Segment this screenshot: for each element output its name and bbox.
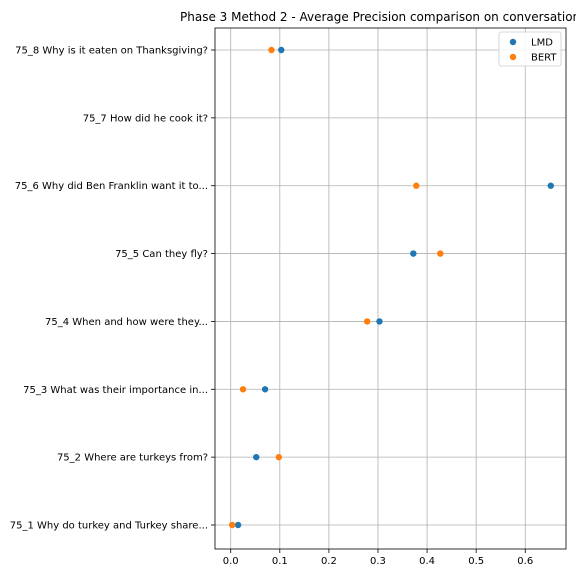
point-bert (275, 453, 283, 461)
legend-marker-bert (509, 53, 517, 61)
point-lmd (376, 318, 383, 325)
x-tick-label: 0.3 (370, 556, 386, 567)
x-tick-label: 0.4 (419, 556, 435, 567)
legend: LMD BERT (498, 31, 562, 67)
x-axis-ticks: 0.0 0.1 0.2 0.3 0.4 0.5 0.6 (223, 549, 533, 567)
chart-title: Phase 3 Method 2 - Average Precision com… (180, 10, 576, 24)
point-lmd (234, 521, 242, 529)
y-tick-label: 75_7 How did he cook it? (83, 113, 208, 124)
x-tick-label: 0.5 (468, 556, 484, 567)
y-tick-label: 75_3 What was their importance in... (23, 385, 208, 396)
point-bert (437, 250, 444, 257)
legend-marker-lmd (509, 38, 517, 46)
point-lmd (547, 182, 554, 189)
legend-label-bert: BERT (531, 53, 557, 64)
y-axis-ticks: 75_1 Why do turkey and Turkey share... 75… (10, 46, 215, 532)
point-bert (239, 386, 247, 393)
y-tick-label: 75_2 Where are turkeys from? (57, 453, 208, 464)
point-bert (268, 46, 275, 54)
point-lmd (410, 250, 417, 257)
y-tick-label: 75_1 Why do turkey and Turkey share... (10, 521, 208, 532)
point-lmd (278, 46, 285, 54)
x-tick-label: 0.2 (321, 556, 337, 567)
point-lmd (253, 453, 260, 461)
grid-layer (215, 28, 566, 549)
point-bert (228, 521, 236, 529)
y-tick-label: 75_4 When and how were they... (45, 317, 208, 328)
y-tick-label: 75_8 Why is it eaten on Thanksgiving? (15, 46, 208, 57)
y-tick-label: 75_6 Why did Ben Franklin want it to... (15, 181, 208, 192)
x-tick-label: 0.1 (272, 556, 288, 567)
plot-frame (214, 27, 567, 550)
point-bert (363, 318, 371, 325)
point-lmd (261, 386, 269, 393)
x-tick-label: 0.6 (517, 556, 533, 567)
y-tick-label: 75_5 Can they fly? (115, 249, 208, 260)
data-points (228, 46, 554, 529)
x-tick-label: 0.0 (223, 556, 239, 567)
legend-label-lmd: LMD (531, 38, 553, 49)
point-bert (413, 182, 420, 189)
